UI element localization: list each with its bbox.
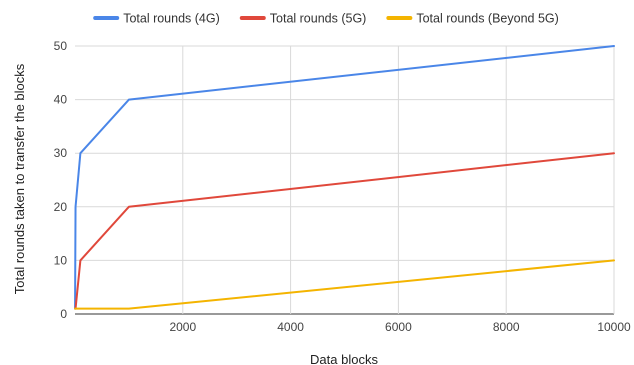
x-tick-label: 2000 (169, 320, 196, 334)
x-axis-title: Data blocks (310, 352, 378, 365)
series-line-0 (74, 45, 615, 310)
legend-item-2[interactable]: Total rounds (Beyond 5G) (386, 12, 559, 26)
x-tick-label: 8000 (493, 320, 520, 334)
series-line-1 (74, 152, 615, 310)
y-axis-ticks: 0 10 20 30 40 50 (54, 39, 68, 321)
legend: Total rounds (4G) Total rounds (5G) Total … (93, 12, 559, 26)
x-tick-label: 4000 (277, 320, 304, 334)
legend-item-0[interactable]: Total rounds (4G) (93, 12, 220, 26)
y-tick-label: 30 (54, 146, 68, 160)
series-lines (74, 45, 615, 310)
legend-label: Total rounds (5G) (270, 12, 367, 26)
legend-label: Total rounds (Beyond 5G) (416, 12, 558, 26)
y-tick-label: 40 (54, 93, 68, 107)
x-tick-label: 6000 (385, 320, 412, 334)
legend-item-1[interactable]: Total rounds (5G) (239, 12, 367, 26)
gridlines (75, 45, 615, 315)
y-tick-label: 0 (60, 307, 67, 321)
y-tick-label: 20 (54, 200, 68, 214)
x-tick-label: 10000 (597, 320, 631, 334)
legend-label: Total rounds (4G) (123, 12, 220, 26)
y-axis-title: Total rounds taken to transfer the block… (12, 63, 27, 294)
series-line-2 (74, 259, 615, 310)
x-axis-ticks: 2000 4000 6000 8000 10000 (169, 320, 631, 334)
y-tick-label: 10 (54, 253, 68, 267)
y-tick-label: 50 (54, 39, 68, 53)
